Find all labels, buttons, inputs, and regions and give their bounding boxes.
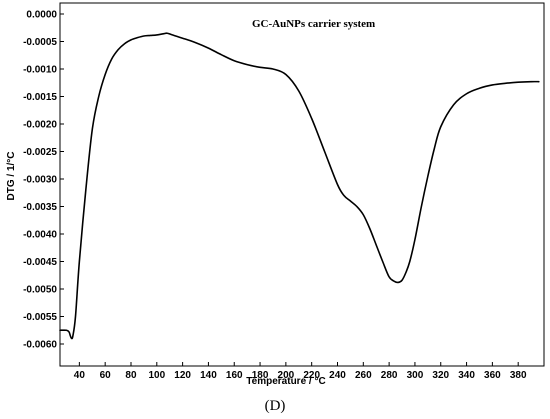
- x-tick-label: 100: [148, 370, 165, 381]
- x-tick-label: 160: [226, 370, 243, 381]
- y-tick-label: -0.0045: [23, 257, 57, 268]
- y-tick-label: -0.0035: [23, 202, 57, 213]
- plot-frame: [59, 2, 545, 367]
- y-tick-label: -0.0010: [23, 65, 57, 76]
- y-tick-label: -0.0060: [23, 340, 57, 351]
- y-tick-label: -0.0025: [23, 147, 57, 158]
- y-tick-label: -0.0020: [23, 120, 57, 131]
- y-tick-label: -0.0015: [23, 92, 57, 103]
- x-tick-label: 380: [510, 370, 527, 381]
- x-tick-label: 360: [484, 370, 501, 381]
- x-tick-label: 340: [458, 370, 475, 381]
- x-axis-title: Temperature / °C: [246, 376, 325, 387]
- y-tick-label: -0.0050: [23, 285, 57, 296]
- x-axis-ticks: 40 60 80 100 120 140 160 180 200 220 240 260 280 300 3…: [74, 362, 527, 381]
- chart-annotation: GC-AuNPs carrier system: [252, 18, 375, 30]
- x-tick-label: 320: [432, 370, 449, 381]
- y-tick-label: 0.0000: [26, 10, 57, 21]
- dtg-series-line: [59, 32, 540, 340]
- x-tick-label: 220: [303, 370, 320, 381]
- x-tick-label: 300: [407, 370, 424, 381]
- x-tick-label: 280: [381, 370, 398, 381]
- panel-label: (D): [265, 398, 286, 414]
- y-tick-label: -0.0005: [23, 37, 57, 48]
- x-tick-label: 240: [329, 370, 346, 381]
- y-axis-title: DTG / 1/°C: [6, 151, 17, 200]
- plot-area: [59, 2, 545, 367]
- x-tick-label: 140: [200, 370, 217, 381]
- x-tick-label: 40: [74, 370, 86, 381]
- x-tick-label: 120: [174, 370, 191, 381]
- y-axis-ticks: 0.0000 -0.0005 -0.0010 -0.0015 -0.0020 -0.002…: [23, 10, 64, 351]
- y-tick-label: -0.0055: [23, 312, 57, 323]
- x-tick-label: 260: [355, 370, 372, 381]
- y-tick-label: -0.0030: [23, 175, 57, 186]
- x-tick-label: 80: [125, 370, 137, 381]
- x-tick-label: 180: [252, 370, 269, 381]
- x-tick-label: 60: [100, 370, 112, 381]
- y-tick-label: -0.0040: [23, 230, 57, 241]
- x-tick-label: 200: [278, 370, 295, 381]
